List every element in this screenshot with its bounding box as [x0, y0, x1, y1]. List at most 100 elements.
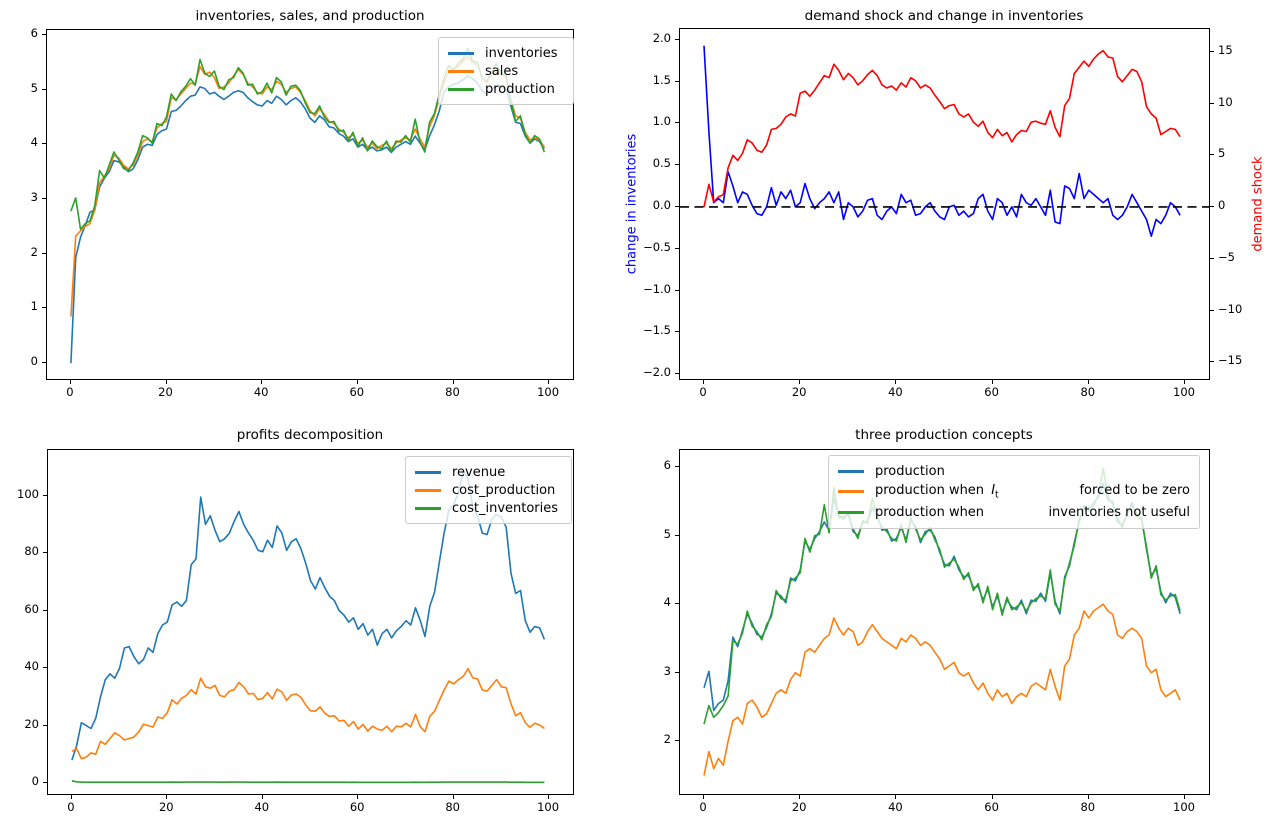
legend-label-production-no-inv: production when inventories not useful — [875, 505, 1190, 520]
tick-mark — [675, 671, 679, 673]
tick-label: 10 — [1218, 94, 1233, 109]
tick-mark — [1210, 257, 1214, 259]
tick-label: −5 — [1218, 249, 1235, 264]
tick-label: 60 — [349, 800, 365, 814]
tick-label: 40 — [888, 800, 903, 814]
ylabel-demand-shock: demand shock — [1250, 156, 1266, 252]
legend-chart4: production production when It forced to … — [828, 455, 1200, 529]
tick-label: 60 — [984, 385, 999, 399]
tick-label: 20 — [791, 385, 807, 399]
tick-label: 5 — [663, 526, 671, 541]
tick-mark — [1210, 50, 1214, 52]
legend-item-production4: production — [838, 464, 1190, 479]
tick-mark — [452, 380, 454, 384]
tick-mark — [675, 164, 679, 166]
tick-mark — [548, 380, 550, 384]
tick-mark — [1184, 795, 1185, 799]
tick-mark — [675, 289, 679, 291]
tick-mark — [452, 795, 454, 799]
legend-chart1: inventories sales production — [438, 37, 574, 105]
tick-label: 0 — [66, 385, 74, 399]
tick-label: 100 — [537, 385, 560, 399]
tick-label: 2 — [663, 732, 671, 747]
tick-label: 80 — [24, 544, 39, 559]
tick-mark — [357, 795, 359, 799]
tick-label: 100 — [1173, 385, 1195, 399]
tick-mark — [675, 80, 679, 82]
tick-mark — [1087, 380, 1089, 384]
tick-mark — [799, 380, 801, 384]
tick-label: −15 — [1218, 353, 1243, 368]
tick-label: 60 — [349, 385, 365, 399]
legend-line-production-no-inv-swatch — [838, 510, 864, 514]
tick-label: 0.5 — [652, 156, 671, 171]
tick-mark — [42, 252, 46, 254]
chart3-title: profits decomposition — [236, 427, 384, 443]
tick-label: 60 — [984, 800, 999, 814]
math-var-I: I — [991, 483, 996, 499]
tick-label: 1.5 — [652, 72, 671, 87]
legend-label-production-zero: production when It forced to be zero — [875, 483, 1190, 501]
inventories-line — [70, 75, 545, 364]
tick-mark — [703, 795, 704, 799]
tick-label: 100 — [537, 800, 560, 814]
tick-mark — [1210, 206, 1214, 208]
tick-label: 1 — [30, 299, 38, 314]
legend-line-production4-swatch — [838, 470, 864, 474]
legend-label-cost-inventories: cost_inventories — [452, 500, 559, 516]
tick-mark — [799, 795, 801, 799]
tick-mark — [165, 380, 167, 384]
tick-mark — [675, 603, 679, 605]
tick-label: 2 — [30, 244, 38, 259]
tick-mark — [675, 466, 679, 468]
legend-line-sales-swatch — [448, 69, 474, 73]
tick-mark — [43, 724, 47, 726]
tick-mark — [675, 331, 679, 333]
tick-mark — [166, 795, 168, 799]
tick-label: 4 — [30, 135, 38, 150]
tick-mark — [42, 362, 46, 364]
legend-item-revenue: revenue — [415, 465, 562, 480]
tick-label: 80 — [445, 385, 460, 399]
chart2-title: demand shock and change in inventories — [804, 8, 1084, 24]
tick-label: 40 — [253, 385, 269, 399]
tick-label: 0.0 — [652, 197, 671, 212]
legend-label-production-no-inv-right: inventories not useful — [1048, 504, 1190, 520]
legend-item-cost-production: cost_production — [415, 483, 562, 498]
legend-label-production-zero-left: production when It — [875, 483, 999, 501]
tick-label: 40 — [24, 659, 39, 674]
tick-label: 80 — [1080, 385, 1096, 399]
tick-mark — [1210, 102, 1214, 104]
tick-mark — [1210, 309, 1214, 311]
tick-mark — [675, 534, 679, 536]
tick-label: 40 — [254, 800, 270, 814]
tick-mark — [991, 795, 993, 799]
tick-mark — [675, 38, 679, 40]
chart4-title: three production concepts — [855, 427, 1033, 443]
tick-mark — [43, 494, 47, 496]
tick-label: 3 — [30, 190, 38, 204]
tick-label: 0 — [699, 800, 707, 814]
tick-label: 0 — [1218, 198, 1226, 213]
demand-shock-line — [703, 49, 1181, 208]
tick-label: 5 — [30, 80, 38, 95]
tick-label: 2.0 — [652, 30, 671, 45]
legend-item-production-no-inventories: production when inventories not useful — [838, 505, 1190, 520]
legend-line-production-zero-swatch — [838, 490, 864, 494]
production-when-i-t-forced-to-be-zero-line — [703, 603, 1181, 776]
tick-label: 0 — [31, 774, 39, 789]
tick-mark — [43, 782, 47, 784]
tick-mark — [261, 380, 263, 384]
cost-production-line — [71, 667, 545, 760]
legend-line-cost-inventories-swatch — [415, 506, 441, 510]
tick-mark — [675, 122, 679, 124]
tick-label: 6 — [663, 458, 671, 473]
tick-mark — [42, 88, 46, 90]
legend-line-production-swatch — [448, 87, 474, 91]
tick-label: 40 — [888, 385, 903, 399]
tick-mark — [675, 373, 679, 374]
tick-mark — [43, 667, 47, 669]
tick-label: −1.5 — [643, 323, 671, 338]
tick-mark — [1210, 361, 1214, 363]
legend-label-sales: sales — [485, 63, 519, 79]
